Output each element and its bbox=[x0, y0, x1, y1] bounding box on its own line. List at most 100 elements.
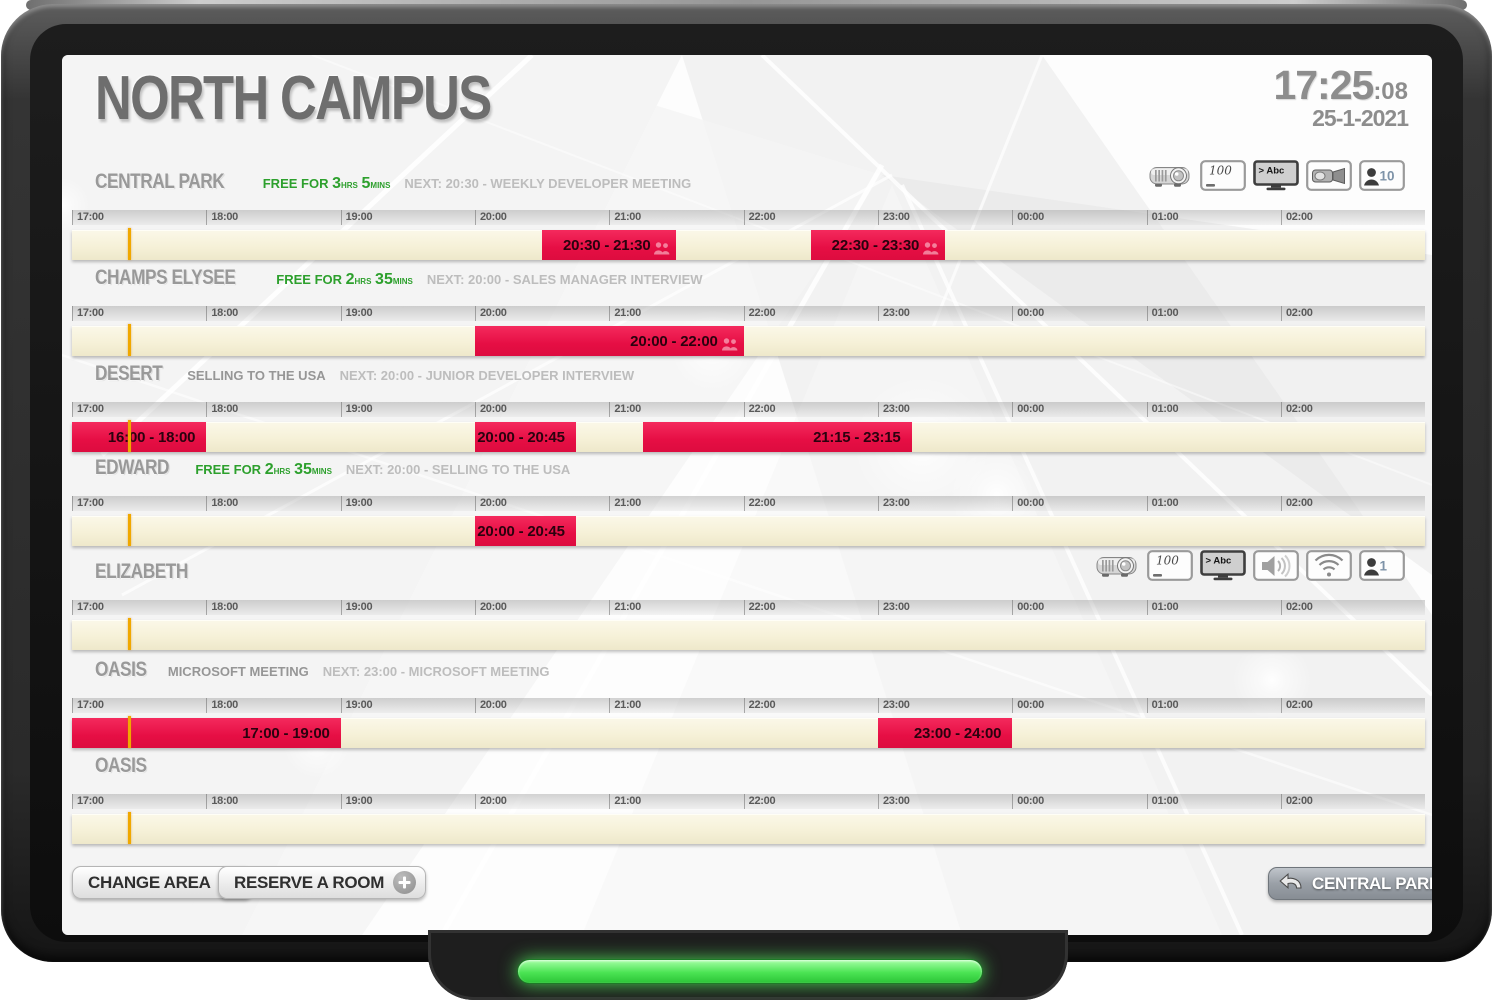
room-header: ELIZABETH bbox=[95, 560, 208, 586]
plus-icon bbox=[393, 871, 417, 894]
hour-label: 18:00 bbox=[206, 496, 238, 511]
wifi-icon bbox=[1306, 550, 1352, 581]
change-area-label: CHANGE AREA bbox=[88, 872, 211, 892]
hour-label: 23:00 bbox=[877, 600, 910, 615]
hour-label: 22:00 bbox=[743, 794, 776, 809]
camera-icon bbox=[1306, 160, 1352, 191]
hour-label: 22:00 bbox=[743, 306, 776, 321]
hour-label: 00:00 bbox=[1012, 600, 1044, 615]
room-row[interactable]: DESERT SELLING TO THE USA NEXT: 20:00 - JU… bbox=[62, 360, 1432, 452]
hour-label: 18:00 bbox=[206, 600, 238, 615]
room-row[interactable]: CENTRAL PARK FREE FOR 3HRS 5MINS NEXT: 20:… bbox=[62, 160, 1432, 260]
hour-label: 02:00 bbox=[1280, 698, 1313, 713]
hour-label: 23:00 bbox=[877, 210, 910, 225]
current-time-marker bbox=[127, 514, 131, 546]
capacity-icon: 10 bbox=[1359, 160, 1405, 191]
next-meeting: NEXT: 20:00 - JUNIOR DEVELOPER INTERVIEW bbox=[339, 368, 635, 383]
hour-label: 18:00 bbox=[206, 306, 238, 321]
date: 25-1-2021 bbox=[1312, 105, 1409, 131]
hour-label: 00:00 bbox=[1012, 496, 1044, 511]
room-name: CHAMPS ELYSEE bbox=[95, 266, 236, 289]
room-header: DESERT SELLING TO THE USA NEXT: 20:00 - JU… bbox=[95, 362, 634, 388]
room-row[interactable]: OASIS MICROSOFT MEETING NEXT: 23:00 - MICR… bbox=[62, 656, 1432, 748]
room-row[interactable]: OASIS 17:00 18:00 19:00 20:00 21:00 22:00 23:00… bbox=[62, 752, 1432, 844]
hour-label: 20:00 bbox=[474, 210, 507, 225]
whiteboard-icon: 100 bbox=[1147, 550, 1193, 581]
booking-block: 23:00 - 24:00 bbox=[877, 718, 1013, 748]
timeline-bar bbox=[72, 618, 1425, 650]
current-time-marker bbox=[127, 324, 131, 356]
room-name: EDWARD bbox=[95, 456, 170, 479]
hour-label: 20:00 bbox=[474, 496, 507, 511]
hour-label: 17:00 bbox=[72, 600, 104, 615]
booking-label: 21:15 - 23:15 bbox=[813, 428, 901, 446]
hour-label: 02:00 bbox=[1280, 210, 1313, 225]
hour-label: 01:00 bbox=[1146, 794, 1179, 809]
current-time-marker bbox=[127, 716, 131, 748]
hour-label: 17:00 bbox=[72, 306, 104, 321]
screen: NORTH CAMPUS 17:25:08 25-1-2021 CENTRAL … bbox=[62, 55, 1432, 935]
hour-label: 01:00 bbox=[1146, 698, 1179, 713]
room-row[interactable]: ELIZABETH 100 > Abc 1 17:00 18:00 19:00 20:00 21… bbox=[62, 550, 1432, 650]
room-row[interactable]: EDWARD FREE FOR 2HRS 35MINS NEXT: 20:00 - … bbox=[62, 454, 1432, 546]
attendees-icon bbox=[721, 337, 740, 355]
hour-label: 01:00 bbox=[1146, 210, 1179, 225]
clock-time: 17:25 bbox=[1273, 62, 1374, 108]
hour-label: 23:00 bbox=[877, 402, 910, 417]
booking-block: 17:00 - 19:00 bbox=[72, 718, 341, 748]
attendees-icon bbox=[653, 241, 672, 259]
whiteboard-icon: 100 bbox=[1200, 160, 1246, 191]
timeline-bar: 20:00 - 22:00 bbox=[72, 324, 1425, 356]
hour-label: 21:00 bbox=[609, 306, 641, 321]
reserve-a-room-button[interactable]: RESERVE A ROOM bbox=[218, 866, 427, 899]
hour-label: 21:00 bbox=[609, 600, 641, 615]
room-shortcut-button[interactable]: CENTRAL PARK bbox=[1268, 867, 1432, 900]
free-status: FREE FOR 2HRS 35MINS bbox=[276, 271, 413, 288]
hour-label: 19:00 bbox=[340, 794, 373, 809]
room-equipment-icons: 100 > Abc 10 bbox=[1147, 160, 1405, 191]
hour-label: 00:00 bbox=[1012, 698, 1044, 713]
hour-label: 21:00 bbox=[609, 402, 641, 417]
room-equipment-icons: 100 > Abc 1 bbox=[1094, 550, 1405, 581]
current-time-marker bbox=[127, 618, 131, 650]
hour-label: 20:00 bbox=[474, 306, 507, 321]
timeline-bar: 20:00 - 20:45 bbox=[72, 514, 1425, 546]
booking-label: 20:30 - 21:30 bbox=[563, 236, 651, 254]
booking-block: 16:00 - 18:00 bbox=[72, 422, 207, 452]
room-header: CENTRAL PARK FREE FOR 3HRS 5MINS NEXT: 20:… bbox=[95, 170, 691, 196]
hour-label: 02:00 bbox=[1280, 794, 1313, 809]
current-meeting: SELLING TO THE USA bbox=[187, 368, 326, 383]
room-name: DESERT bbox=[95, 362, 163, 385]
hour-label: 19:00 bbox=[340, 402, 373, 417]
tv-icon: > Abc bbox=[1200, 550, 1246, 581]
timeline-bar: 17:00 - 19:00 23:00 - 24:00 bbox=[72, 716, 1425, 748]
booking-label: 22:30 - 23:30 bbox=[831, 236, 920, 254]
hour-label: 00:00 bbox=[1012, 402, 1044, 417]
hour-tick-band: 17:00 18:00 19:00 20:00 21:00 22:00 23:00 00:00… bbox=[72, 306, 1425, 321]
room-header: EDWARD FREE FOR 2HRS 35MINS NEXT: 20:00 - … bbox=[95, 456, 570, 482]
booking-label: 20:00 - 22:00 bbox=[630, 332, 718, 350]
booking-block: 20:00 - 20:45 bbox=[474, 422, 576, 452]
hour-label: 01:00 bbox=[1146, 600, 1179, 615]
hour-label: 19:00 bbox=[340, 306, 373, 321]
hour-label: 22:00 bbox=[743, 600, 776, 615]
tv-icon: > Abc bbox=[1253, 160, 1299, 191]
booking-block: 22:30 - 23:30 bbox=[810, 230, 946, 260]
hour-label: 00:00 bbox=[1012, 210, 1044, 225]
hour-label: 19:00 bbox=[340, 600, 373, 615]
svg-text:100: 100 bbox=[1156, 554, 1179, 568]
status-led bbox=[517, 959, 983, 984]
room-name: OASIS bbox=[95, 658, 147, 681]
hour-label: 22:00 bbox=[743, 496, 776, 511]
next-meeting: NEXT: 20:30 - WEEKLY DEVELOPER MEETING bbox=[404, 176, 692, 191]
clock: 17:25:08 25-1-2021 bbox=[1273, 62, 1409, 131]
hour-label: 21:00 bbox=[609, 698, 641, 713]
hour-label: 21:00 bbox=[609, 496, 641, 511]
hour-label: 02:00 bbox=[1280, 496, 1313, 511]
hour-label: 21:00 bbox=[609, 210, 641, 225]
current-meeting: MICROSOFT MEETING bbox=[167, 664, 309, 679]
room-row[interactable]: CHAMPS ELYSEE FREE FOR 2HRS 35MINS NEXT: 2… bbox=[62, 264, 1432, 356]
hour-tick-band: 17:00 18:00 19:00 20:00 21:00 22:00 23:00 00:00… bbox=[72, 402, 1425, 417]
room-header: OASIS MICROSOFT MEETING NEXT: 23:00 - MICR… bbox=[95, 658, 550, 684]
projector-icon bbox=[1147, 160, 1193, 191]
